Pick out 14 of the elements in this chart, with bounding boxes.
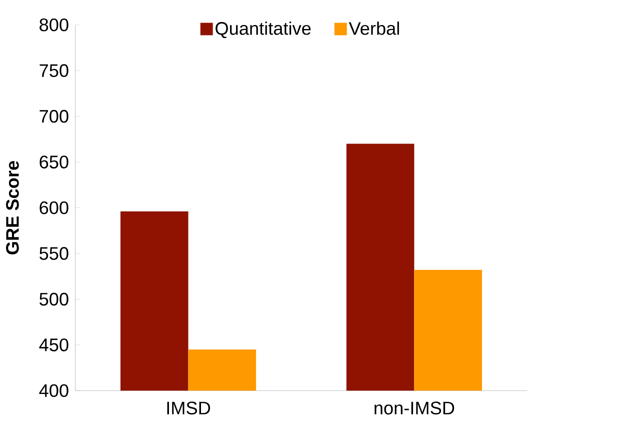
legend-label: Verbal: [348, 21, 399, 35]
y-tick-label: 650: [40, 155, 68, 168]
y-tick-label: 450: [39, 338, 68, 352]
y-tick-label: 700: [40, 110, 68, 123]
y-tick-label: 400: [39, 384, 68, 397]
y-tick-label: 500: [40, 292, 68, 306]
y-tick-label: 800: [40, 18, 68, 32]
y-axis-title: GRE Score: [6, 160, 19, 254]
x-tick-label: IMSD: [167, 401, 210, 414]
y-tick-label: 550: [40, 246, 68, 260]
y-tick-label: 750: [40, 64, 68, 77]
legend-label: Quantitative: [216, 21, 311, 38]
y-tick-label: 600: [40, 201, 68, 214]
x-tick-label: non-IMSD: [374, 401, 454, 414]
